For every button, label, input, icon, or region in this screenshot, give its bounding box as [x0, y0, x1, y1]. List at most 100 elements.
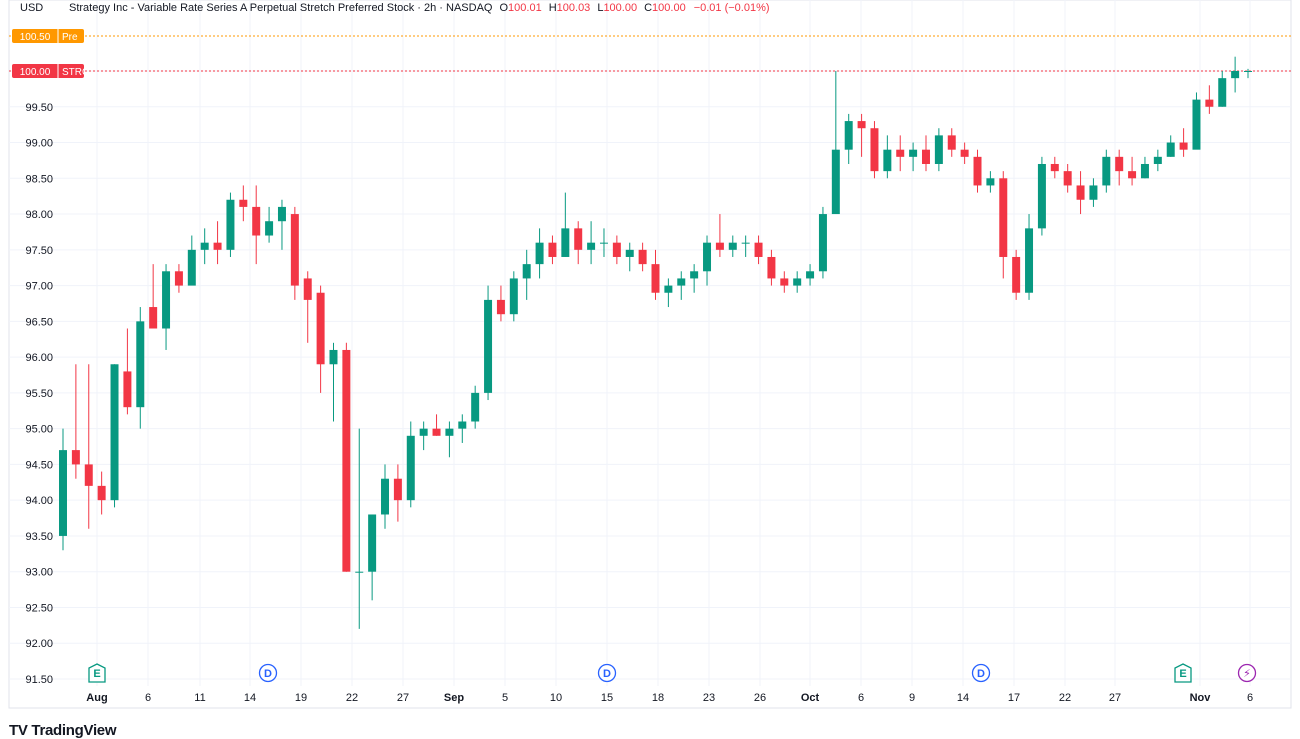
- dividend-marker[interactable]: D: [971, 663, 991, 683]
- dividend-marker[interactable]: D: [258, 663, 278, 683]
- y-tick-label: 92.00: [25, 638, 53, 650]
- x-tick-label: Sep: [444, 692, 464, 704]
- price-tag-bg: [12, 64, 84, 78]
- y-tick-label: 95.50: [25, 388, 53, 400]
- close-label: C: [644, 2, 653, 14]
- candle-body: [1076, 185, 1085, 200]
- candle-body: [651, 264, 660, 293]
- y-tick-label: 93.00: [25, 567, 53, 579]
- y-tick-label: 93.50: [25, 531, 53, 543]
- candle-body: [368, 514, 377, 572]
- dividend-marker[interactable]: D: [597, 663, 617, 683]
- candle-body: [1244, 71, 1252, 72]
- y-tick-label: 97.00: [25, 281, 53, 293]
- price-tags: 100.50 Pre 100.00 STRC: [12, 29, 89, 78]
- candle-body: [754, 242, 763, 257]
- price-tag-value: 100.50: [20, 32, 51, 43]
- x-tick-label: 9: [909, 692, 915, 704]
- candle-body: [999, 178, 1008, 257]
- candle-body: [419, 428, 428, 436]
- candle-body: [1153, 156, 1162, 164]
- y-tick-label: 98.50: [25, 173, 53, 185]
- symbol-legend: USD Strategy Inc - Variable Rate Series …: [0, 0, 770, 16]
- x-tick-label: Nov: [1190, 692, 1212, 704]
- candle-series[interactable]: [59, 56, 1252, 629]
- x-axis-labels: Aug 6 11 14 19 22 27 Sep 5 10 15 18 23 26 Oct 6 9 14 17 22 2…: [86, 692, 1253, 704]
- event-marker-label: D: [977, 668, 985, 680]
- candle-body: [715, 242, 724, 250]
- candle-body: [767, 256, 776, 279]
- high-value: 100.03: [556, 2, 591, 14]
- dividend-icon: [971, 663, 991, 683]
- event-markers[interactable]: E D D D E ⚡: [88, 663, 1257, 683]
- candle-body: [561, 228, 570, 257]
- candle-body: [1192, 99, 1201, 150]
- candle-body: [1166, 142, 1175, 157]
- candle-body: [1102, 156, 1111, 186]
- x-tick-label: 14: [244, 692, 256, 704]
- candle-body: [638, 249, 647, 265]
- low-label: L: [597, 2, 604, 14]
- candle-body: [664, 285, 673, 293]
- candle-body: [1218, 78, 1227, 107]
- candle-body: [187, 249, 196, 286]
- split-event-marker[interactable]: ⚡: [1237, 663, 1257, 683]
- candle-body: [909, 149, 918, 157]
- candle-body: [806, 271, 815, 279]
- candle-body: [484, 299, 493, 393]
- candle-body: [896, 149, 905, 157]
- candle-body: [1012, 256, 1021, 293]
- candle-body: [960, 149, 969, 157]
- candle-body: [496, 299, 505, 315]
- x-tick-label: 23: [703, 692, 715, 704]
- candle-body: [625, 249, 634, 257]
- x-tick-label: 6: [145, 692, 151, 704]
- candle-body: [277, 206, 286, 222]
- earnings-marker[interactable]: E: [88, 663, 106, 683]
- event-marker-label: E: [93, 668, 100, 680]
- x-tick-label: 22: [346, 692, 358, 704]
- y-tick-label: 92.50: [25, 602, 53, 614]
- price-tag-bg: [12, 29, 84, 43]
- candle-body: [522, 264, 531, 279]
- candle-body: [110, 364, 119, 501]
- candle-body: [844, 121, 853, 150]
- candle-body: [239, 199, 248, 207]
- candle-body: [741, 242, 750, 244]
- open-label: O: [499, 2, 509, 14]
- candle-body: [123, 371, 132, 408]
- x-tick-label: 6: [858, 692, 864, 704]
- dividend-icon: [597, 663, 617, 683]
- symbol-title[interactable]: Strategy Inc - Variable Rate Series A Pe…: [69, 2, 493, 14]
- candle-body: [1205, 99, 1214, 107]
- candle-body: [690, 271, 699, 279]
- candle-body: [97, 485, 106, 501]
- candle-body: [599, 242, 608, 244]
- x-tick-label: 15: [601, 692, 613, 704]
- candle-body: [1128, 171, 1137, 179]
- candle-body: [780, 278, 789, 286]
- candle-body: [870, 128, 879, 172]
- candle-body: [162, 271, 171, 329]
- earnings-marker[interactable]: E: [1174, 663, 1192, 683]
- candle-body: [303, 278, 312, 300]
- close-value: 100.00: [652, 2, 686, 14]
- candle-body: [59, 450, 67, 536]
- candle-body: [1037, 163, 1046, 229]
- x-tick-label: 5: [502, 692, 508, 704]
- candle-body: [213, 242, 222, 250]
- x-tick-label: 27: [1109, 692, 1121, 704]
- candle-body: [728, 242, 737, 250]
- candle-body: [290, 214, 299, 286]
- event-marker-label: D: [603, 668, 611, 680]
- candle-body: [252, 206, 261, 236]
- candle-body: [677, 278, 686, 286]
- price-tag-label: STRC: [62, 67, 89, 78]
- candle-body: [71, 450, 80, 465]
- x-tick-label: 18: [652, 692, 664, 704]
- x-tick-label: Oct: [801, 692, 820, 704]
- candle-body: [406, 435, 415, 501]
- candle-body: [200, 242, 209, 250]
- candle-body: [445, 428, 454, 436]
